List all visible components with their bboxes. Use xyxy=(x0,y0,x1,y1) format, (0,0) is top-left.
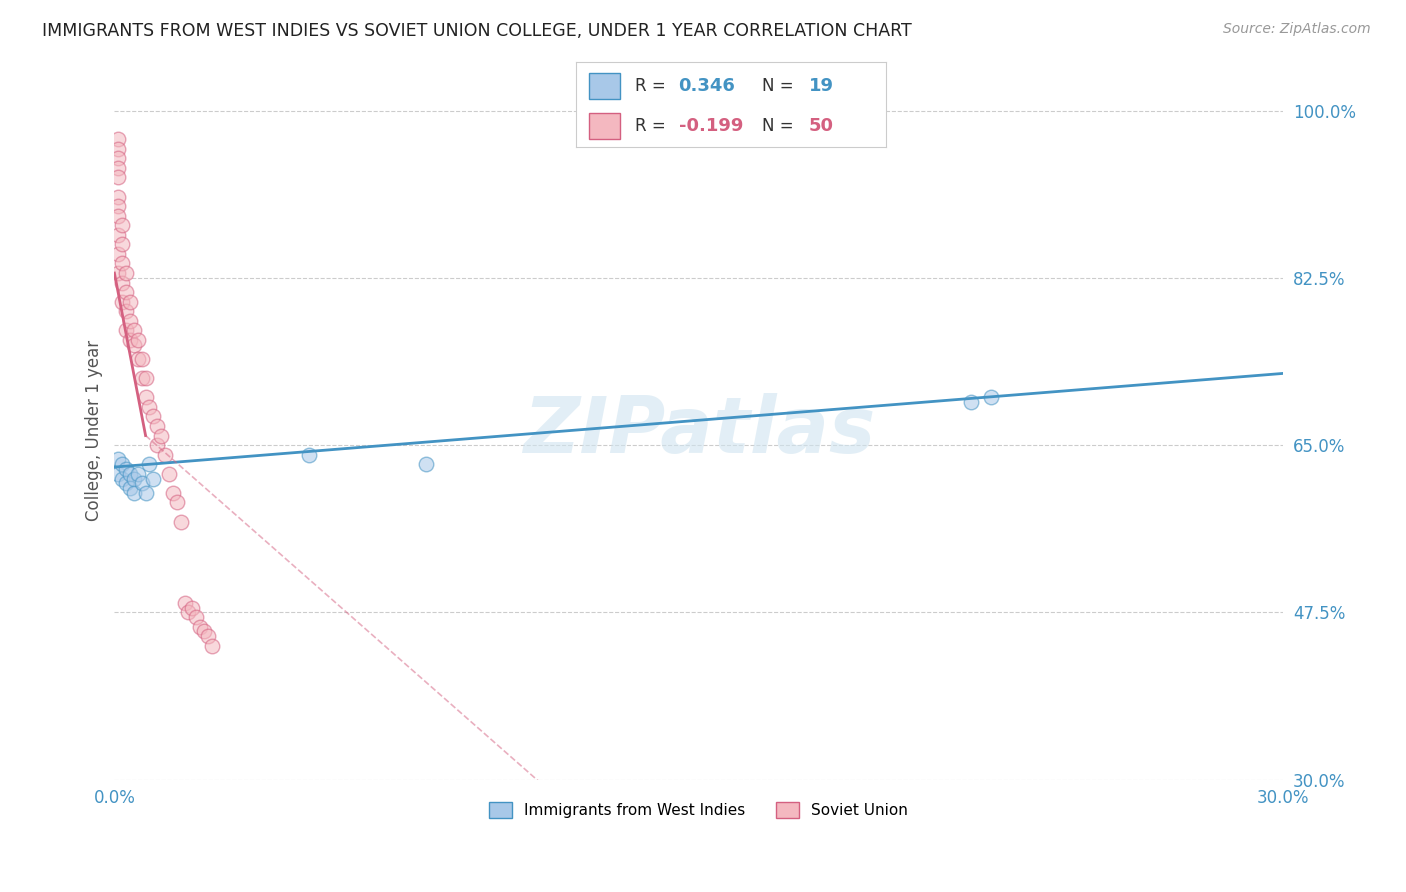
Point xyxy=(135,486,157,500)
Point xyxy=(980,390,1002,404)
Point xyxy=(107,452,129,467)
Text: -0.199: -0.199 xyxy=(679,117,742,135)
Point xyxy=(188,620,211,634)
FancyBboxPatch shape xyxy=(589,73,620,99)
Point xyxy=(107,467,129,481)
Point xyxy=(115,476,138,491)
Point xyxy=(107,199,129,213)
FancyBboxPatch shape xyxy=(589,113,620,139)
Point xyxy=(153,448,176,462)
Point xyxy=(115,285,138,300)
Point xyxy=(122,486,145,500)
Point xyxy=(111,237,134,252)
Point xyxy=(146,438,169,452)
Point xyxy=(197,629,219,643)
Point xyxy=(131,476,153,491)
Point xyxy=(107,142,129,156)
Point xyxy=(177,605,200,619)
Point xyxy=(193,624,215,639)
Point xyxy=(122,471,145,485)
Point xyxy=(135,371,157,385)
Text: R =: R = xyxy=(636,117,671,135)
Text: R =: R = xyxy=(636,78,671,95)
Point xyxy=(157,467,180,481)
Legend: Immigrants from West Indies, Soviet Union: Immigrants from West Indies, Soviet Unio… xyxy=(484,796,914,824)
Point xyxy=(111,294,134,309)
Text: Source: ZipAtlas.com: Source: ZipAtlas.com xyxy=(1223,22,1371,37)
Point xyxy=(118,467,141,481)
Point xyxy=(127,333,149,347)
Text: 50: 50 xyxy=(808,117,834,135)
Point xyxy=(107,152,129,166)
Point xyxy=(115,304,138,318)
Text: N =: N = xyxy=(762,78,799,95)
Point xyxy=(173,596,195,610)
Point xyxy=(107,247,129,261)
Point xyxy=(122,323,145,337)
Text: ZIPatlas: ZIPatlas xyxy=(523,392,875,469)
Point xyxy=(111,219,134,233)
Point xyxy=(111,457,134,471)
Point xyxy=(111,276,134,290)
Point xyxy=(115,323,138,337)
Point xyxy=(131,352,153,367)
Point xyxy=(115,462,138,476)
Point xyxy=(107,266,129,280)
Point xyxy=(169,515,191,529)
Point xyxy=(162,486,184,500)
Point xyxy=(111,256,134,270)
Point xyxy=(135,390,157,404)
Point xyxy=(107,132,129,146)
Point xyxy=(118,333,141,347)
Point xyxy=(146,419,169,434)
Point xyxy=(415,457,437,471)
Point xyxy=(166,495,188,509)
Point xyxy=(107,170,129,185)
Point xyxy=(127,467,149,481)
Point xyxy=(131,371,153,385)
Point xyxy=(186,610,208,624)
Point xyxy=(138,457,160,471)
Point xyxy=(150,428,173,442)
Point xyxy=(107,227,129,242)
Point xyxy=(142,409,165,424)
Text: 0.346: 0.346 xyxy=(679,78,735,95)
Point xyxy=(138,400,160,414)
Point xyxy=(107,189,129,203)
Point xyxy=(118,481,141,495)
Point xyxy=(107,161,129,175)
Point xyxy=(122,337,145,351)
Point xyxy=(181,600,204,615)
Text: 19: 19 xyxy=(808,78,834,95)
Point xyxy=(118,294,141,309)
Point xyxy=(115,266,138,280)
Point xyxy=(127,352,149,367)
Point xyxy=(960,395,983,409)
Point xyxy=(111,471,134,485)
Text: N =: N = xyxy=(762,117,799,135)
Point xyxy=(298,448,321,462)
Y-axis label: College, Under 1 year: College, Under 1 year xyxy=(86,340,103,521)
Point xyxy=(107,209,129,223)
Point xyxy=(142,471,165,485)
Point xyxy=(118,314,141,328)
Text: IMMIGRANTS FROM WEST INDIES VS SOVIET UNION COLLEGE, UNDER 1 YEAR CORRELATION CH: IMMIGRANTS FROM WEST INDIES VS SOVIET UN… xyxy=(42,22,912,40)
Point xyxy=(201,639,224,653)
